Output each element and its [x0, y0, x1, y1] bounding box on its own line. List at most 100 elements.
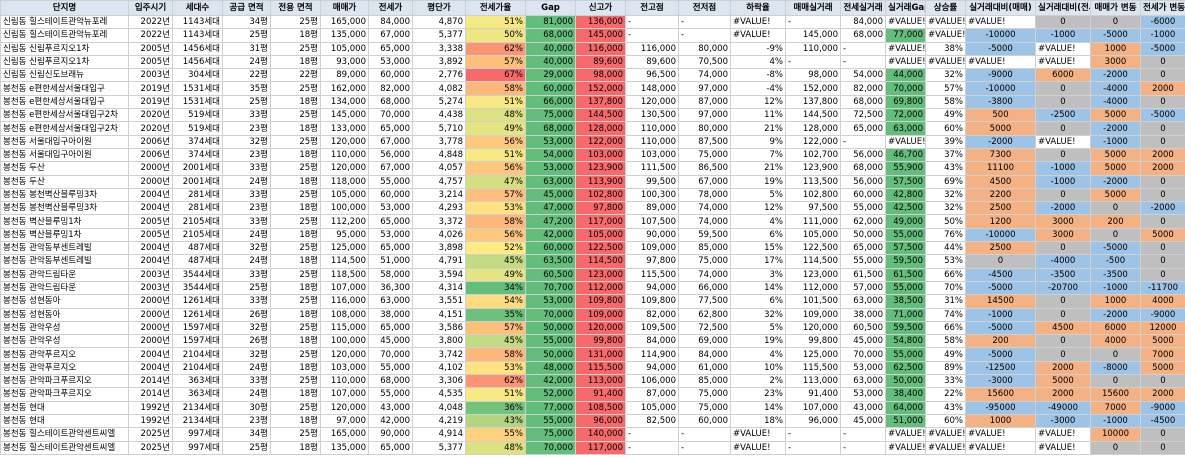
column-header: 전세가율: [465, 0, 526, 16]
table-cell: 2000: [1035, 387, 1091, 402]
table-row: 신림동 힐스테이트관악뉴포레 2022년 1143세대 34평 25평 165,000 84…: [0, 14, 1185, 30]
table-cell: 14500: [965, 294, 1036, 309]
table-cell: -4000: [1035, 254, 1091, 269]
table-cell: 105,000: [320, 41, 369, 56]
table-cell: 1456세대: [172, 54, 223, 70]
table-cell: 374세대: [172, 147, 223, 163]
table-cell: 봉천동 현대: [0, 400, 129, 415]
table-cell: 38,500: [885, 294, 926, 309]
table-cell: 72,000: [885, 108, 926, 123]
table-cell: 130,500: [625, 108, 679, 123]
table-cell: 59,500: [885, 320, 926, 336]
table-cell: 137,800: [785, 94, 841, 110]
table-cell: 90,000: [368, 427, 413, 442]
table-cell: 38,000: [840, 307, 886, 322]
table-cell: 99,500: [625, 174, 679, 189]
table-cell: -5000: [965, 320, 1036, 336]
table-cell: 4,293: [412, 201, 466, 216]
table-cell: 4%: [730, 54, 786, 70]
table-row: 봉천동 관악파크푸르지오 2014년 363세대 24평 18평 107,000 55,00…: [0, 387, 1185, 402]
table-cell: 107,500: [625, 214, 679, 229]
table-cell: 2004년: [128, 360, 173, 376]
table-cell: 25평: [270, 108, 321, 123]
table-cell: 봉천동 관악우성: [0, 320, 129, 336]
table-cell: 519세대: [172, 121, 223, 136]
table-cell: 5,377: [412, 28, 466, 43]
table-cell: 43,000: [840, 400, 886, 415]
table-cell: 105,000: [625, 400, 679, 415]
table-cell: 0: [1035, 241, 1091, 256]
table-cell: #VALUE!: [885, 440, 926, 455]
table-cell: 58%: [465, 214, 526, 229]
table-cell: 97,800: [625, 254, 679, 269]
table-cell: 64,000: [885, 400, 926, 415]
table-cell: 107,000: [785, 400, 841, 415]
table-cell: 4,151: [412, 307, 466, 322]
table-cell: 4,535: [412, 387, 466, 402]
table-cell: 4,048: [412, 400, 466, 415]
table-cell: 2004년: [128, 187, 173, 203]
table-cell: -20700: [1035, 280, 1091, 296]
table-cell: 봉천동 e편한세상서울대입구: [0, 94, 129, 110]
table-cell: 103,000: [575, 147, 626, 163]
table-cell: 2019년: [128, 94, 173, 110]
table-cell: 97,000: [678, 108, 731, 123]
table-cell: 1531세대: [172, 81, 223, 96]
table-cell: 165,000: [320, 14, 369, 30]
table-cell: 3,586: [412, 320, 466, 336]
table-cell: 2022년: [128, 14, 173, 30]
table-cell: 봉천동 봉천벽산블루밍3차: [0, 201, 129, 216]
table-row: 봉천동 관악드림타운 2003년 3544세대 33평 25평 118,500 58,000…: [0, 267, 1185, 282]
table-cell: 14%: [730, 280, 786, 296]
table-cell: 5,274: [412, 94, 466, 110]
table-cell: 117,000: [575, 440, 626, 455]
table-cell: 105,000: [320, 187, 369, 203]
table-cell: 95,000: [320, 227, 369, 243]
table-cell: -: [785, 427, 841, 442]
table-cell: 1261세대: [172, 294, 223, 309]
table-cell: 57%: [925, 81, 966, 96]
table-cell: 10000: [1090, 427, 1141, 442]
table-cell: 3,800: [412, 334, 466, 349]
table-cell: 5%: [730, 187, 786, 203]
table-cell: 57%: [465, 320, 526, 336]
table-cell: #VALUE!: [885, 427, 926, 442]
table-cell: 48%: [465, 108, 526, 123]
table-cell: 60,000: [368, 187, 413, 203]
table-cell: 109,800: [625, 294, 679, 309]
column-header: 전고점: [625, 0, 679, 16]
table-cell: 2000: [1140, 387, 1185, 402]
header-row: 단지명 입주시기 세대수 공급 면적 전용 면적 매매가 전세가 평단가 전세가율 Gap 신고가 전…: [0, 0, 1185, 16]
table-cell: 4,438: [412, 108, 466, 123]
table-cell: 63,000: [525, 174, 576, 189]
table-cell: -1000: [1140, 28, 1185, 43]
table-cell: 봉천동 두산: [0, 174, 129, 189]
table-cell: 363세대: [172, 387, 223, 402]
table-cell: 0: [1035, 14, 1091, 30]
table-cell: 70,000: [525, 440, 576, 455]
table-cell: 2004년: [128, 201, 173, 216]
table-cell: 2104세대: [172, 347, 223, 362]
table-cell: -1000: [1090, 134, 1141, 149]
table-cell: 12%: [730, 201, 786, 216]
table-cell: 2025년: [128, 427, 173, 442]
table-cell: 58%: [465, 81, 526, 96]
table-cell: 25평: [222, 94, 271, 110]
table-cell: 2000: [1035, 360, 1091, 376]
table-cell: #VALUE!: [730, 14, 786, 30]
table-cell: 107,000: [320, 387, 369, 402]
table-row: 봉천동 힐스테이트관악센트씨엘 2025년 997세대 34평 25평 165,000 90…: [0, 427, 1185, 442]
table-cell: 18평: [270, 413, 321, 429]
table-cell: 60%: [925, 413, 966, 429]
table-cell: 102,800: [575, 187, 626, 203]
table-cell: 23평: [222, 413, 271, 429]
table-cell: 53,000: [368, 227, 413, 243]
table-cell: #VALUE!: [1035, 427, 1091, 442]
table-row: 봉천동 두산 2000년 2001세대 33평 25평 120,000 67,000 4,05…: [0, 161, 1185, 176]
table-row: 신림동 신림푸르지오1차 2005년 1456세대 31평 25평 105,000 65,0…: [0, 41, 1185, 56]
table-cell: 35%: [465, 307, 526, 322]
table-cell: 96,000: [785, 413, 841, 429]
table-row: 봉천동 봉천벽산블루밍3차 2004년 281세대 33평 25평 105,000 60,0…: [0, 187, 1185, 203]
table-cell: 89,600: [575, 54, 626, 70]
